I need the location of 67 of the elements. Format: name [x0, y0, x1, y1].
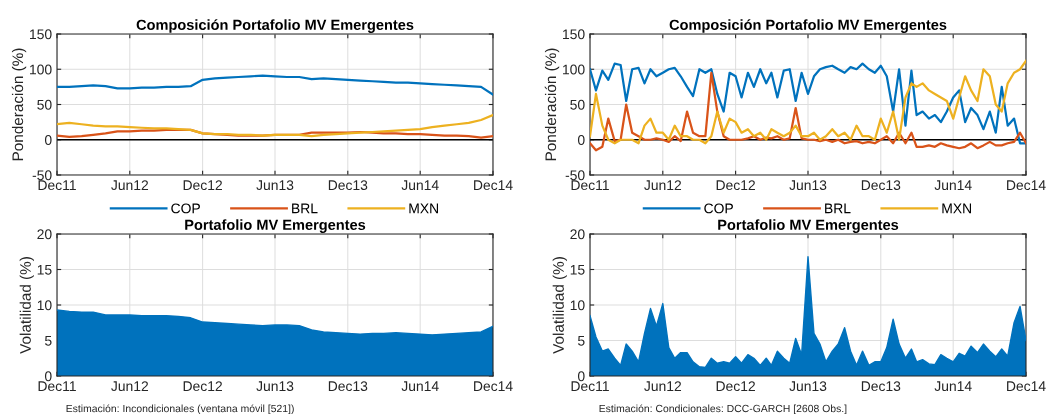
chart-title: Composición Portafolio MV Emergentes [136, 19, 414, 33]
x-tick-label: Dec14 [474, 180, 513, 191]
text: Estimación: Incondicionales (ventana móvil [521]) [66, 404, 294, 414]
y-tick-label: 5 [44, 335, 52, 346]
x-tick-label: Dec13 [861, 381, 901, 392]
x-tick-label: Dec12 [716, 381, 755, 392]
legend-label: BRL [825, 203, 851, 214]
x-tick-label: Dec14 [474, 381, 513, 392]
y-tick-label: 100 [30, 64, 52, 75]
y-tick-label: 0 [577, 135, 585, 145]
y-tick-label: 10 [570, 300, 585, 311]
y-tick-label: 20 [570, 229, 585, 240]
x-tick-label: Dec13 [328, 180, 368, 191]
x-tick-label: Jun13 [789, 381, 827, 392]
y-tick-label: 0 [44, 135, 52, 145]
text: Estimación: Condicionales: DCC-GARCH [2608 Obs.] [599, 404, 847, 414]
y-tick-label: 50 [37, 99, 52, 110]
x-tick-label: Jun14 [401, 180, 439, 191]
legend-label: BRL [292, 203, 318, 214]
x-tick-label: Jun14 [934, 381, 972, 392]
y-tick-label: 15 [570, 264, 585, 275]
legend-label: COP [171, 203, 200, 214]
x-tick-label: Dec13 [328, 381, 368, 392]
y-tick-label: 5 [577, 335, 585, 346]
y-tick-label: 0 [44, 371, 52, 382]
chart-title: Portafolio MV Emergentes [718, 219, 899, 233]
y-axis-title: Ponderación (%) [11, 48, 27, 161]
y-tick-label: 20 [37, 229, 52, 240]
y-tick-label: 150 [563, 29, 585, 40]
line-series [590, 71, 1026, 152]
y-axis-title: Volatilidad (%) [19, 257, 34, 354]
y-axis-title: Volatilidad (%) [552, 257, 567, 354]
y-tick-label: 50 [570, 99, 585, 110]
chart-title: Portafolio MV Emergentes [185, 219, 366, 233]
x-tick-label: Dec14 [1007, 180, 1046, 191]
y-axis-title: Ponderación (%) [544, 48, 560, 161]
y-tick-label: 100 [563, 64, 585, 75]
line-series [57, 74, 493, 96]
line-series [57, 113, 493, 138]
y-tick-label: -50 [32, 170, 52, 181]
x-tick-label: Dec12 [183, 180, 222, 191]
y-tick-label: 150 [30, 29, 52, 40]
x-tick-label: Dec13 [861, 180, 901, 191]
y-tick-label: 10 [37, 300, 52, 311]
y-tick-label: -50 [565, 170, 585, 181]
x-tick-label: Jun14 [934, 180, 972, 191]
legend-label: MXN [409, 203, 438, 214]
y-tick-label: 0 [577, 371, 585, 382]
chart-title: Composición Portafolio MV Emergentes [669, 19, 947, 33]
x-tick-label: Dec11 [38, 381, 76, 392]
x-tick-label: Dec12 [183, 381, 222, 392]
x-tick-label: Jun12 [111, 180, 149, 191]
x-tick-label: Jun12 [111, 381, 149, 392]
x-tick-label: Dec14 [1007, 381, 1046, 392]
x-tick-label: Dec11 [38, 180, 76, 191]
x-tick-label: Jun12 [644, 180, 682, 191]
legend-label: MXN [942, 203, 971, 214]
x-tick-label: Jun13 [789, 180, 827, 191]
legend-label: COP [704, 203, 733, 214]
x-tick-label: Jun13 [256, 381, 294, 392]
x-tick-label: Dec12 [716, 180, 755, 191]
y-tick-label: 15 [37, 264, 52, 275]
x-tick-label: Jun12 [644, 381, 682, 392]
x-tick-label: Jun14 [401, 381, 439, 392]
x-tick-label: Jun13 [256, 180, 294, 191]
x-tick-label: Dec11 [571, 180, 609, 191]
x-tick-label: Dec11 [571, 381, 609, 392]
